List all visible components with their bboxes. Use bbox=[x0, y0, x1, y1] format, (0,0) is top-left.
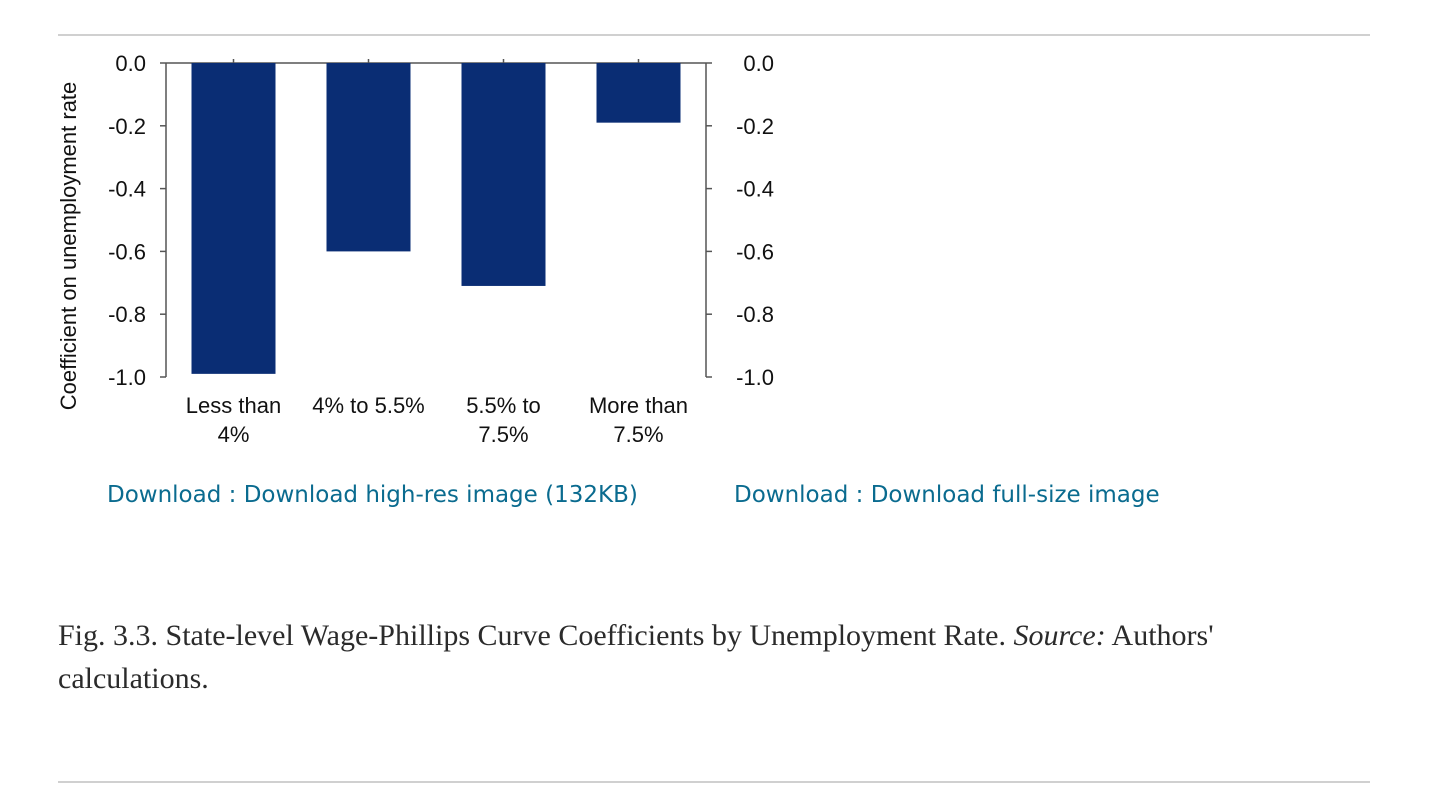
y-tick-label: 0.0 bbox=[115, 51, 146, 76]
category-labels: Less than 4% 4% to 5.5% 5.5% to 7.5% More tha… bbox=[186, 393, 688, 447]
category-label: 4% to 5.5% bbox=[312, 393, 425, 418]
y-axis-label-group: Coefficient on unemployment rate bbox=[56, 82, 81, 411]
bottom-divider bbox=[58, 781, 1370, 783]
right-y-tick-label: -0.8 bbox=[736, 302, 774, 327]
y-tick-label: -0.4 bbox=[108, 177, 146, 202]
category-label: 4% bbox=[218, 422, 250, 447]
right-y-tick-label: -0.4 bbox=[736, 177, 774, 202]
y-tick-label: -0.6 bbox=[108, 239, 146, 264]
caption-text: State-level Wage-Phillips Curve Coeffici… bbox=[165, 619, 1006, 652]
y-tick-label: -1.0 bbox=[108, 365, 146, 390]
figure-caption: Fig. 3.3. State-level Wage-Phillips Curv… bbox=[58, 614, 1358, 700]
category-label: 7.5% bbox=[478, 422, 528, 447]
bar-chart: Coefficient on unemployment rate 0.0 -0.2… bbox=[56, 51, 774, 447]
category-label: Less than bbox=[186, 393, 281, 418]
bar bbox=[461, 63, 546, 286]
source-text: Authors' calculations. bbox=[58, 619, 1214, 695]
right-y-tick-label: -0.6 bbox=[736, 239, 774, 264]
right-y-tick-label: 0.0 bbox=[743, 51, 774, 76]
y-tick-label: -0.2 bbox=[108, 114, 146, 139]
bar bbox=[326, 63, 411, 252]
bar bbox=[596, 63, 681, 123]
bars bbox=[191, 63, 681, 374]
category-label: More than bbox=[589, 393, 688, 418]
top-divider bbox=[58, 34, 1370, 36]
right-y-tick-label: -1.0 bbox=[736, 365, 774, 390]
bar bbox=[191, 63, 276, 374]
category-label: 7.5% bbox=[613, 422, 663, 447]
figure-label: Fig. 3.3. bbox=[58, 619, 159, 652]
download-high-res-link[interactable]: Download : Download high-res image (132K… bbox=[107, 482, 638, 508]
download-full-size-link[interactable]: Download : Download full-size image bbox=[734, 482, 1160, 508]
left-tick-labels: 0.0 -0.2 -0.4 -0.6 -0.8 -1.0 bbox=[108, 51, 146, 390]
category-label: 5.5% to bbox=[466, 393, 541, 418]
right-y-tick-label: -0.2 bbox=[736, 114, 774, 139]
source-label: Source: bbox=[1013, 619, 1106, 652]
y-tick-label: -0.8 bbox=[108, 302, 146, 327]
y-axis-label: Coefficient on unemployment rate bbox=[56, 82, 81, 411]
right-tick-labels: 0.0 -0.2 -0.4 -0.6 -0.8 -1.0 bbox=[736, 51, 774, 390]
